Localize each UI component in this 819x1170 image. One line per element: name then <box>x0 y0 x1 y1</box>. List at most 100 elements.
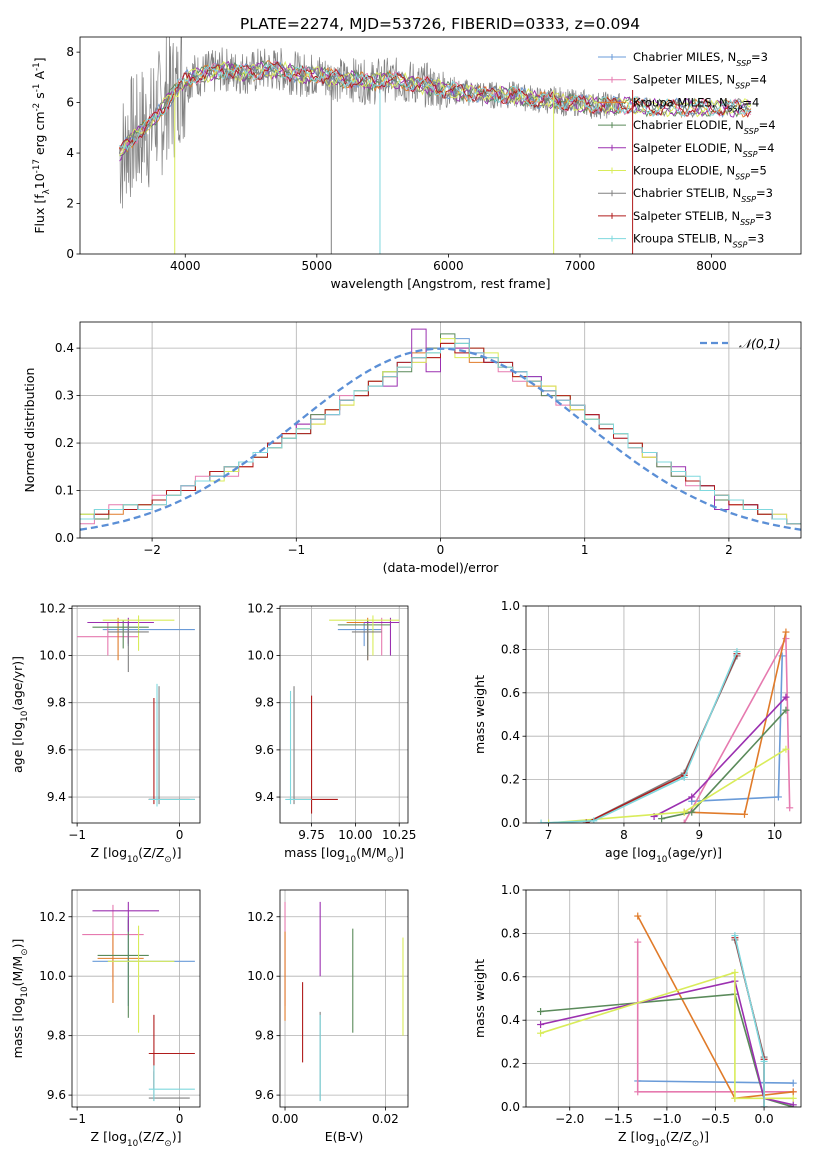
axes-frame <box>525 889 802 1108</box>
legend-label: Salpeter STELIB, NSSP=3 <box>633 209 772 227</box>
y-axis-label: mass weight <box>472 959 487 1038</box>
legend-label: Chabrier MILES, NSSP=3 <box>633 50 768 68</box>
x-tick-label: 10.00 <box>338 828 372 842</box>
legend-label: Kroupa MILES, NSSP=4 <box>633 95 759 113</box>
x-tick-label: −1.5 <box>604 1112 633 1126</box>
y-tick-label: 9.8 <box>47 696 66 710</box>
y-tick-label: 9.6 <box>255 1088 274 1102</box>
panel-mass-weight-vs-age: 7 8 9 10 0.0 0.2 0.4 0.6 0.8 1.0 age [log10(age/yr… <box>472 599 802 865</box>
y-tick-label: 0.8 <box>501 642 520 656</box>
x-tick-label: 4000 <box>170 259 201 273</box>
y-tick-label: 6 <box>66 96 74 110</box>
weight-line <box>585 653 738 823</box>
x-tick-label: 0 <box>176 828 184 842</box>
y-tick-label: 8 <box>66 45 74 59</box>
model-spectrum <box>119 61 752 154</box>
y-tick-label: 0 <box>66 247 74 261</box>
y-tick-label: 9.4 <box>255 790 274 804</box>
y-tick-label: 10.0 <box>247 969 274 983</box>
x-tick-label: −0.5 <box>701 1112 730 1126</box>
x-axis-label: (data-model)/error <box>383 560 500 575</box>
weight-line <box>637 1080 794 1084</box>
legend: Chabrier MILES, NSSP=3 Salpeter MILES, NS… <box>598 50 776 249</box>
x-tick-label: 0 <box>176 1112 184 1126</box>
panel-mass-weight-vs-Z: −2.0 −1.5 −1.0 −0.5 0.0 0.0 0.2 0.4 0.6 0.8 1.0 Z [… <box>472 883 802 1149</box>
plot-area <box>77 615 195 807</box>
panel-mass-vs-Z: −1 0 9.6 9.8 10.0 10.2 Z [log10(Z/Z⊙)] mass [lo… <box>10 889 201 1149</box>
y-axis-label: mass weight <box>472 675 487 754</box>
x-tick-label: 5000 <box>302 259 333 273</box>
legend-label: Chabrier ELODIE, NSSP=4 <box>633 118 776 136</box>
x-tick-label: −1 <box>287 543 305 557</box>
plot-area <box>119 37 752 254</box>
axes-frame <box>525 605 802 824</box>
y-tick-label: 9.4 <box>47 790 66 804</box>
gaussian-curve <box>80 347 801 531</box>
y-axis-label: mass [log10(M/M⊙)] <box>10 939 30 1059</box>
legend-label: Chabrier STELIB, NSSP=3 <box>633 186 773 204</box>
y-axis-label: Flux [fλ10-17 erg cm-2 s-1 A-1] <box>32 57 52 233</box>
y-tick-label: 9.8 <box>47 1029 66 1043</box>
x-axis-label: Z [log10(Z/Z⊙)] <box>618 1129 709 1149</box>
y-tick-label: 10.2 <box>247 601 274 615</box>
y-tick-label: 9.8 <box>255 696 274 710</box>
axes-frame <box>279 605 409 824</box>
y-tick-label: 10.0 <box>39 649 66 663</box>
y-tick-label: 0.0 <box>55 531 74 545</box>
panel-residuals: −2 −1 0 1 2 0.0 0.1 0.2 0.3 0.4 (data-model)/error… <box>22 321 802 575</box>
x-tick-label: 8000 <box>696 259 727 273</box>
y-tick-label: 0.4 <box>501 1013 520 1027</box>
x-axis-label: mass [log10(M/M⊙)] <box>284 845 404 865</box>
x-tick-label: 7 <box>545 828 553 842</box>
y-tick-label: 10.2 <box>39 601 66 615</box>
plot-area <box>537 912 797 1107</box>
weight-line <box>541 651 738 823</box>
y-tick-label: 10.2 <box>39 910 66 924</box>
x-tick-label: 1 <box>581 543 589 557</box>
y-tick-label: 4 <box>66 146 74 160</box>
x-tick-label: −1 <box>68 828 86 842</box>
y-tick-label: 9.8 <box>255 1029 274 1043</box>
x-axis-label: E(B-V) <box>325 1129 364 1144</box>
weight-line <box>585 655 738 823</box>
y-tick-label: 10.0 <box>39 969 66 983</box>
legend-label: Salpeter ELODIE, NSSP=4 <box>633 141 774 159</box>
x-tick-label: 8 <box>620 828 628 842</box>
weight-line <box>683 635 791 823</box>
x-tick-label: 10 <box>767 828 782 842</box>
y-tick-label: 0.2 <box>55 436 74 450</box>
y-tick-label: 0.3 <box>55 389 74 403</box>
y-tick-label: 0.2 <box>501 1057 520 1071</box>
plot-area <box>82 901 195 1102</box>
y-axis-label: Normed distribution <box>22 368 37 493</box>
panel-age-vs-Z: −1 0 9.4 9.6 9.8 10.0 10.2 Z [log10(Z/Z⊙)] age [… <box>10 601 201 865</box>
x-tick-label: 6000 <box>433 259 464 273</box>
y-tick-label: 0.6 <box>501 686 520 700</box>
observed-spectrum <box>119 37 620 209</box>
y-axis-label: age [log10(age/yr)] <box>10 656 30 773</box>
legend-label: Kroupa STELIB, NSSP=3 <box>633 232 764 250</box>
x-tick-label: 0.0 <box>755 1112 774 1126</box>
x-tick-label: 0.00 <box>272 1112 299 1126</box>
plot-area <box>537 628 794 823</box>
axes-frame <box>79 36 802 255</box>
x-tick-label: 7000 <box>565 259 596 273</box>
y-tick-label: 0.4 <box>55 341 74 355</box>
y-tick-label: 2 <box>66 197 74 211</box>
x-tick-label: 0.02 <box>372 1112 399 1126</box>
y-tick-label: 0.1 <box>55 484 74 498</box>
y-tick-label: 0.0 <box>501 1100 520 1114</box>
plot-area <box>284 901 404 1102</box>
panel-age-vs-mass: 9.75 10.00 10.25 9.4 9.6 9.8 10.0 10.2 mass [log… <box>247 601 416 865</box>
y-tick-label: 0.0 <box>501 816 520 830</box>
y-tick-label: 1.0 <box>501 883 520 897</box>
model-spectrum <box>119 60 752 162</box>
axes-frame <box>71 605 201 824</box>
histogram-step <box>80 342 801 525</box>
y-tick-label: 9.6 <box>47 743 66 757</box>
x-tick-label: 9.75 <box>298 828 325 842</box>
y-tick-label: 9.6 <box>47 1088 66 1102</box>
y-tick-label: 0.8 <box>501 926 520 940</box>
panel-mass-vs-EBV: 0.00 0.02 9.6 9.8 10.0 10.2 E(B-V) <box>247 889 409 1144</box>
